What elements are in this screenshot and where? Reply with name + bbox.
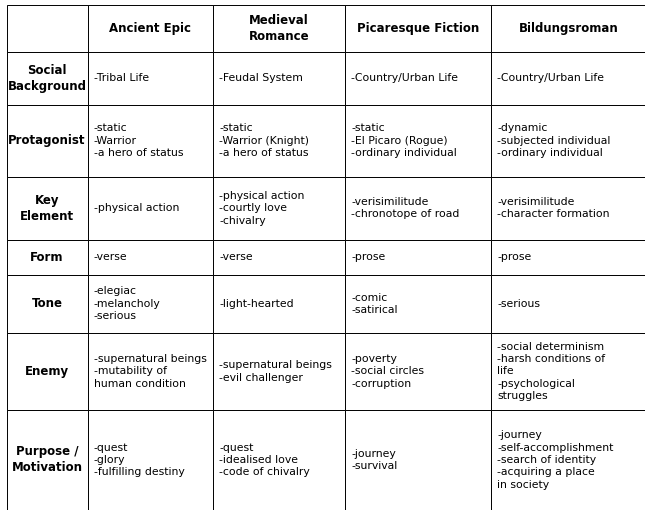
Text: -supernatural beings
-mutability of
human condition: -supernatural beings -mutability of huma… bbox=[94, 354, 207, 389]
Bar bbox=[345, 52, 491, 105]
Bar bbox=[491, 239, 645, 275]
Bar bbox=[345, 333, 491, 410]
Text: -Feudal System: -Feudal System bbox=[220, 73, 303, 83]
Bar bbox=[7, 177, 87, 239]
Text: -comic
-satirical: -comic -satirical bbox=[351, 293, 398, 315]
Bar bbox=[87, 239, 213, 275]
Bar bbox=[7, 105, 87, 177]
Bar bbox=[491, 177, 645, 239]
Text: -prose: -prose bbox=[497, 252, 531, 262]
Text: -static
-Warrior (Knight)
-a hero of status: -static -Warrior (Knight) -a hero of sta… bbox=[220, 124, 310, 158]
Bar bbox=[345, 177, 491, 239]
Bar bbox=[491, 275, 645, 333]
Text: Protagonist: Protagonist bbox=[8, 134, 86, 147]
Bar bbox=[87, 52, 213, 105]
Bar bbox=[345, 5, 491, 52]
Bar bbox=[345, 275, 491, 333]
Text: -supernatural beings
-evil challenger: -supernatural beings -evil challenger bbox=[220, 360, 333, 383]
Text: Picaresque Fiction: Picaresque Fiction bbox=[357, 22, 479, 35]
Text: -verisimilitude
-chronotope of road: -verisimilitude -chronotope of road bbox=[351, 197, 460, 219]
Text: -verisimilitude
-character formation: -verisimilitude -character formation bbox=[497, 197, 610, 219]
Text: Tone: Tone bbox=[31, 297, 63, 310]
Text: -elegiac
-melancholy
-serious: -elegiac -melancholy -serious bbox=[94, 286, 160, 321]
Bar bbox=[7, 5, 87, 52]
Text: Ancient Epic: Ancient Epic bbox=[110, 22, 191, 35]
Bar bbox=[213, 410, 345, 510]
Text: -Country/Urban Life: -Country/Urban Life bbox=[351, 73, 458, 83]
Bar bbox=[87, 5, 213, 52]
Text: -journey
-self-accomplishment
-search of identity
-acquiring a place
in society: -journey -self-accomplishment -search of… bbox=[497, 430, 614, 490]
Text: -quest
-glory
-fulfilling destiny: -quest -glory -fulfilling destiny bbox=[94, 442, 185, 477]
Text: Form: Form bbox=[30, 251, 64, 264]
Bar bbox=[7, 410, 87, 510]
Bar bbox=[213, 5, 345, 52]
Text: Key
Element: Key Element bbox=[20, 194, 74, 222]
Text: Medieval
Romance: Medieval Romance bbox=[248, 14, 309, 43]
Bar bbox=[87, 105, 213, 177]
Text: -light-hearted: -light-hearted bbox=[220, 299, 294, 309]
Text: -static
-Warrior
-a hero of status: -static -Warrior -a hero of status bbox=[94, 124, 183, 158]
Bar bbox=[345, 105, 491, 177]
Bar bbox=[7, 52, 87, 105]
Bar bbox=[213, 177, 345, 239]
Text: -static
-El Picaro (Rogue)
-ordinary individual: -static -El Picaro (Rogue) -ordinary ind… bbox=[351, 124, 457, 158]
Bar bbox=[345, 410, 491, 510]
Bar bbox=[7, 333, 87, 410]
Text: -journey
-survival: -journey -survival bbox=[351, 449, 398, 471]
Bar bbox=[213, 275, 345, 333]
Text: -Tribal Life: -Tribal Life bbox=[94, 73, 149, 83]
Text: -poverty
-social circles
-corruption: -poverty -social circles -corruption bbox=[351, 354, 424, 389]
Text: -Country/Urban Life: -Country/Urban Life bbox=[497, 73, 604, 83]
Bar bbox=[491, 52, 645, 105]
Bar bbox=[491, 5, 645, 52]
Bar bbox=[87, 177, 213, 239]
Text: Enemy: Enemy bbox=[25, 365, 69, 378]
Bar bbox=[491, 105, 645, 177]
Text: -quest
-idealised love
-code of chivalry: -quest -idealised love -code of chivalry bbox=[220, 442, 310, 477]
Text: -physical action: -physical action bbox=[94, 203, 179, 213]
Bar bbox=[491, 410, 645, 510]
Bar bbox=[7, 239, 87, 275]
Bar bbox=[87, 410, 213, 510]
Text: -social determinism
-harsh conditions of
life
-psychological
struggles: -social determinism -harsh conditions of… bbox=[497, 341, 606, 401]
Text: -prose: -prose bbox=[351, 252, 385, 262]
Bar bbox=[87, 275, 213, 333]
Text: Bildungsroman: Bildungsroman bbox=[518, 22, 618, 35]
Text: -verse: -verse bbox=[220, 252, 253, 262]
Bar bbox=[213, 52, 345, 105]
Bar bbox=[87, 333, 213, 410]
Bar bbox=[213, 333, 345, 410]
Text: Social
Background: Social Background bbox=[8, 64, 87, 93]
Text: Purpose /
Motivation: Purpose / Motivation bbox=[12, 445, 83, 474]
Text: -dynamic
-subjected individual
-ordinary individual: -dynamic -subjected individual -ordinary… bbox=[497, 124, 611, 158]
Bar bbox=[491, 333, 645, 410]
Bar bbox=[213, 105, 345, 177]
Bar bbox=[345, 239, 491, 275]
Text: -serious: -serious bbox=[497, 299, 541, 309]
Text: -physical action
-courtly love
-chivalry: -physical action -courtly love -chivalry bbox=[220, 191, 305, 226]
Text: -verse: -verse bbox=[94, 252, 128, 262]
Bar bbox=[213, 239, 345, 275]
Bar bbox=[7, 275, 87, 333]
